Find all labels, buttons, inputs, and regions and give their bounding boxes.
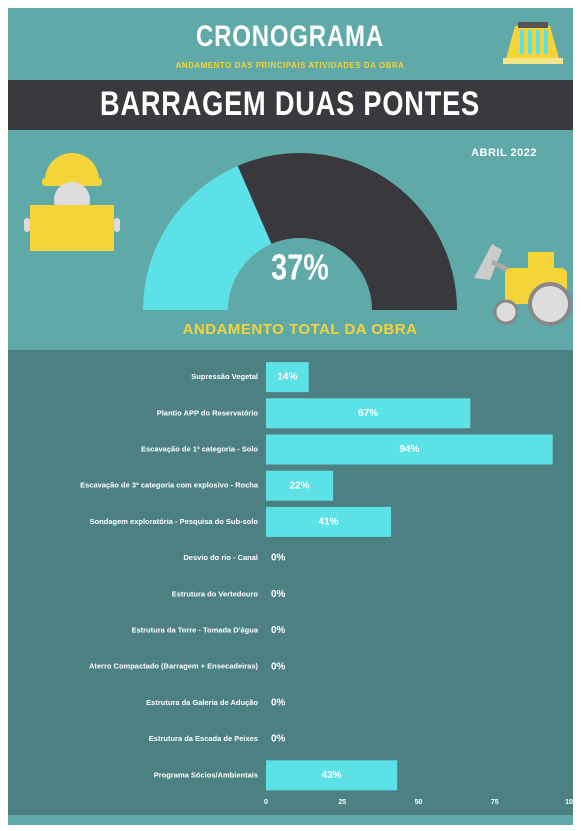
x-tick-label: 50 <box>415 799 423 806</box>
category-label: Plantio APP do Reservatório <box>157 408 259 417</box>
value-label: 43% <box>322 770 342 781</box>
infographic: CRONOGRAMA ANDAMENTO DAS PRINCIPAIS ATIV… <box>0 0 581 831</box>
x-tick-label: 100 <box>565 799 577 806</box>
category-label: Escavação de 1ª categoria - Solo <box>141 444 258 453</box>
banner: BARRAGEM DUAS PONTES <box>100 84 480 123</box>
category-label: Estrutura da Escada de Peixes <box>149 734 258 743</box>
value-label: 67% <box>358 408 378 419</box>
x-tick-label: 75 <box>491 799 499 806</box>
category-label: Estrutura da Torre - Tomada D'água <box>131 625 258 634</box>
category-label: Aterro Compactado (Barragem + Ensecadeir… <box>89 662 259 671</box>
value-label: 0% <box>271 625 286 636</box>
value-label: 0% <box>271 661 286 672</box>
x-tick-label: 25 <box>338 799 346 806</box>
category-label: Estrutura do Vertedouro <box>172 589 259 598</box>
gauge-label: 37% <box>271 246 329 287</box>
value-label: 0% <box>271 734 286 745</box>
title: CRONOGRAMA <box>196 18 384 52</box>
category-label: Escavação de 3ª categoria com explosivo … <box>80 481 259 490</box>
value-label: 0% <box>271 698 286 709</box>
page: {"header": {"title": "CRONOGRAMA", "subt… <box>0 0 581 831</box>
category-label: Sondagem exploratória - Pesquisa do Sub-… <box>90 517 259 526</box>
date: ABRIL 2022 <box>471 147 537 159</box>
value-label: 0% <box>271 589 286 600</box>
category-label: Estrutura da Galeria de Adução <box>146 698 258 707</box>
value-label: 22% <box>290 480 310 491</box>
category-label: Desvio do rio - Canal <box>183 553 258 562</box>
value-label: 41% <box>319 517 339 528</box>
gauge-title: ANDAMENTO TOTAL DA OBRA <box>183 321 418 338</box>
value-label: 14% <box>277 372 297 383</box>
category-label: Supressão Vegetal <box>191 372 258 381</box>
value-label: 0% <box>271 553 286 564</box>
subtitle: ANDAMENTO DAS PRINCIPAIS ATIVIDADES DA O… <box>176 61 405 70</box>
value-label: 94% <box>399 444 419 455</box>
x-tick-label: 0 <box>264 799 268 806</box>
category-label: Programa Sócios/Ambientais <box>154 770 258 779</box>
